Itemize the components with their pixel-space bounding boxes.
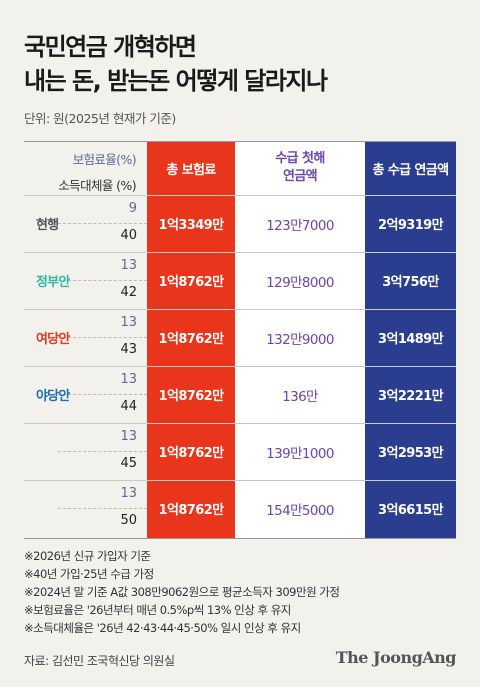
first-year-pension-value: 136만 [282,388,318,405]
replacement-rate-value: 43 [120,342,137,357]
footnote: ※2026년 신규 가입자 기준 [24,549,151,563]
contribution-rate-value: 13 [120,486,137,501]
total-pension-value: 3억2953만 [378,446,444,461]
total-column-bg [365,141,456,539]
pension-table: 보험료율(%) 소득대체율 (%) 총 보험료 수급 첫해 연금액 총 수급 연… [24,141,456,539]
title-line-2: 내는 돈, 받는돈 어떻게 달라지나 [24,67,328,95]
total-premium-value: 1억8762만 [158,446,225,461]
total-pension-value: 3억2221만 [378,389,444,404]
footnotes: ※2026년 신규 가입자 기준 ※40년 가입·25년 수급 가정 ※2024… [24,547,340,637]
row-divider [24,423,456,424]
footnote: ※소득대체율은 '26년 42·43·44·45·50% 일시 인상 후 유지 [24,621,301,635]
row-inner-dash [58,223,147,224]
row-divider [24,252,456,253]
row-label: 현행 [36,218,59,233]
premium-column-bg [147,141,235,539]
row-inner-dash [58,280,147,281]
total-pension-value: 3억1489만 [378,332,444,347]
contribution-rate-value: 13 [120,429,137,444]
row-inner-dash [58,451,147,452]
row-inner-dash [58,394,147,395]
first-year-pension-value: 132만9000 [266,331,334,348]
replacement-rate-value: 50 [120,513,137,528]
contribution-rate-value: 13 [120,372,137,387]
row-label: 야당안 [36,389,70,404]
total-pension-value: 2억9319만 [378,218,444,233]
first-year-column-bg [235,141,365,539]
col-header-total-premium: 총 보험료 [166,162,216,178]
row-divider [24,195,456,196]
row-divider [24,480,456,481]
row-inner-dash [58,337,147,338]
table-top-rule [24,141,456,142]
contribution-rate-value: 13 [120,315,137,330]
total-premium-value: 1억3349만 [158,218,225,233]
total-premium-value: 1억8762만 [158,332,225,347]
first-year-pension-value: 154만5000 [266,502,334,519]
total-pension-value: 3억756만 [382,275,439,290]
row-inner-dash [58,508,147,509]
header-replacement-rate: 소득대체율 (%) [58,178,136,193]
replacement-rate-value: 44 [120,399,137,414]
total-premium-value: 1억8762만 [158,389,225,404]
chart-title: 국민연금 개혁하면 내는 돈, 받는돈 어떻게 달라지나 [24,30,328,98]
footnote: ※2024년 말 기준 A값 308만9062원으로 평균소득자 309만원 가… [24,585,340,599]
first-year-pension-value: 129만8000 [266,274,334,291]
table-bottom-rule [24,538,456,539]
replacement-rate-value: 45 [120,456,137,471]
header-contribution-rate: 보험료율(%) [72,152,137,167]
col-header-first-year: 수급 첫해 연금액 [235,141,365,195]
total-premium-value: 1억8762만 [158,503,225,518]
replacement-rate-value: 40 [120,228,137,243]
contribution-rate-value: 13 [120,258,137,273]
total-premium-value: 1억8762만 [158,275,225,290]
total-pension-value: 3억6615만 [378,503,444,518]
row-divider [24,366,456,367]
footnote: ※보험료율은 '26년부터 매년 0.5%p씩 13% 인상 후 유지 [24,603,291,617]
row-label: 정부안 [36,275,70,290]
row-divider [24,309,456,310]
first-year-pension-value: 123만7000 [266,217,334,234]
contribution-rate-value: 9 [128,201,137,216]
first-year-pension-value: 139만1000 [266,445,334,462]
title-line-1: 국민연금 개혁하면 [24,33,197,61]
footnote: ※40년 가입·25년 수급 가정 [24,567,154,581]
row-label: 여당안 [36,332,70,347]
col-header-total-pension: 총 수급 연금액 [372,162,449,178]
col-header-first-year-line2: 연금액 [282,169,318,184]
replacement-rate-value: 42 [120,285,137,300]
publisher-logo: The JoongAng [335,648,457,667]
source-credit: 자료: 김선민 조국혁신당 의원실 [24,654,175,668]
col-header-first-year-line1: 수급 첫해 [275,151,325,166]
unit-label: 단위: 원(2025년 현재가 기준) [24,111,176,126]
